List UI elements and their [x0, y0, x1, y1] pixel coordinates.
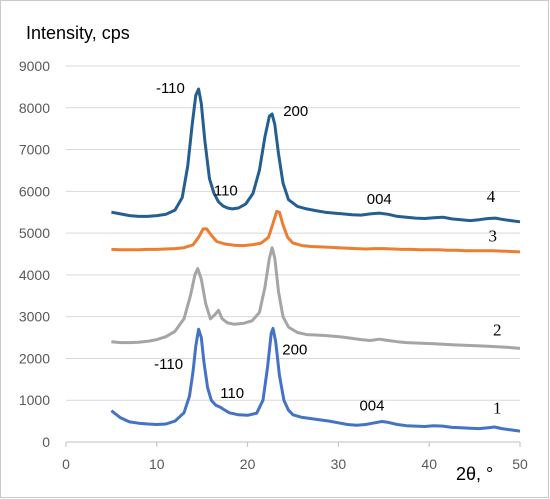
peak-label: -110 [156, 80, 185, 97]
series-line-2 [111, 246, 521, 350]
series-line-3 [111, 209, 521, 254]
y-tick-label: 3000 [19, 309, 50, 325]
curve-number-label: 2 [493, 320, 502, 339]
y-axis-label: Intensity, cps [26, 23, 130, 43]
gridlines [66, 65, 520, 401]
y-tick-label: 9000 [19, 58, 50, 74]
axes [65, 441, 521, 447]
y-tick-label: 1000 [19, 392, 50, 408]
peak-label: 110 [220, 385, 244, 402]
curve-number-label: 1 [493, 399, 502, 418]
series-line-1 [110, 326, 521, 433]
peak-label: 200 [283, 103, 308, 120]
x-tick-label: 20 [240, 456, 256, 472]
y-tick-label: 5000 [19, 225, 50, 241]
curve-number-label: 4 [487, 187, 496, 206]
peak-label: 200 [282, 341, 307, 358]
series-line-4 [111, 87, 521, 224]
y-tick-label: 4000 [19, 267, 50, 283]
series-group [110, 87, 521, 433]
peak-label: -110 [154, 356, 183, 373]
x-tick-label: 30 [331, 456, 347, 472]
peak-label: 004 [367, 191, 392, 208]
x-tick-label: 10 [149, 456, 165, 472]
peak-label: 110 [214, 183, 238, 200]
peak-label: 004 [359, 398, 384, 415]
y-tick-label: 0 [42, 434, 50, 450]
x-tick-label: 40 [421, 456, 437, 472]
x-tick-label: 50 [512, 456, 528, 472]
x-axis-label: 2θ, ° [456, 464, 493, 484]
x-tick-label: 0 [62, 456, 70, 472]
y-tick-label: 6000 [19, 183, 50, 199]
y-tick-label: 7000 [19, 142, 50, 158]
y-tick-label: 8000 [19, 100, 50, 116]
y-tick-label: 2000 [19, 350, 50, 366]
curve-number-label: 3 [489, 226, 498, 245]
